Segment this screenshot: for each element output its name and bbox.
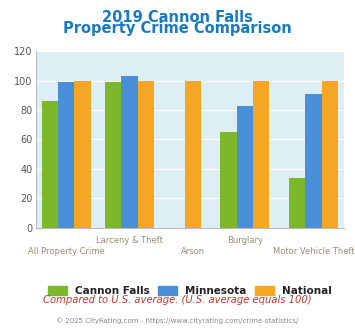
Legend: Cannon Falls, Minnesota, National: Cannon Falls, Minnesota, National	[44, 281, 336, 300]
Bar	[58, 82, 75, 228]
Bar	[236, 106, 253, 228]
Bar	[289, 178, 305, 228]
Bar	[138, 81, 154, 228]
Text: Larceny & Theft: Larceny & Theft	[96, 236, 163, 245]
Text: 2019 Cannon Falls: 2019 Cannon Falls	[102, 10, 253, 25]
Text: Compared to U.S. average. (U.S. average equals 100): Compared to U.S. average. (U.S. average …	[43, 295, 312, 305]
Text: All Property Crime: All Property Crime	[28, 247, 105, 256]
Bar	[105, 82, 121, 228]
Text: Arson: Arson	[181, 247, 205, 256]
Bar	[322, 81, 338, 228]
Bar	[305, 94, 322, 228]
Text: Motor Vehicle Theft: Motor Vehicle Theft	[273, 247, 354, 256]
Bar	[42, 101, 58, 228]
Bar	[75, 81, 91, 228]
Text: © 2025 CityRating.com - https://www.cityrating.com/crime-statistics/: © 2025 CityRating.com - https://www.city…	[56, 317, 299, 324]
Bar	[121, 76, 138, 228]
Bar	[220, 132, 236, 228]
Text: Burglary: Burglary	[226, 236, 263, 245]
Bar	[253, 81, 269, 228]
Bar	[185, 81, 201, 228]
Text: Property Crime Comparison: Property Crime Comparison	[63, 21, 292, 36]
